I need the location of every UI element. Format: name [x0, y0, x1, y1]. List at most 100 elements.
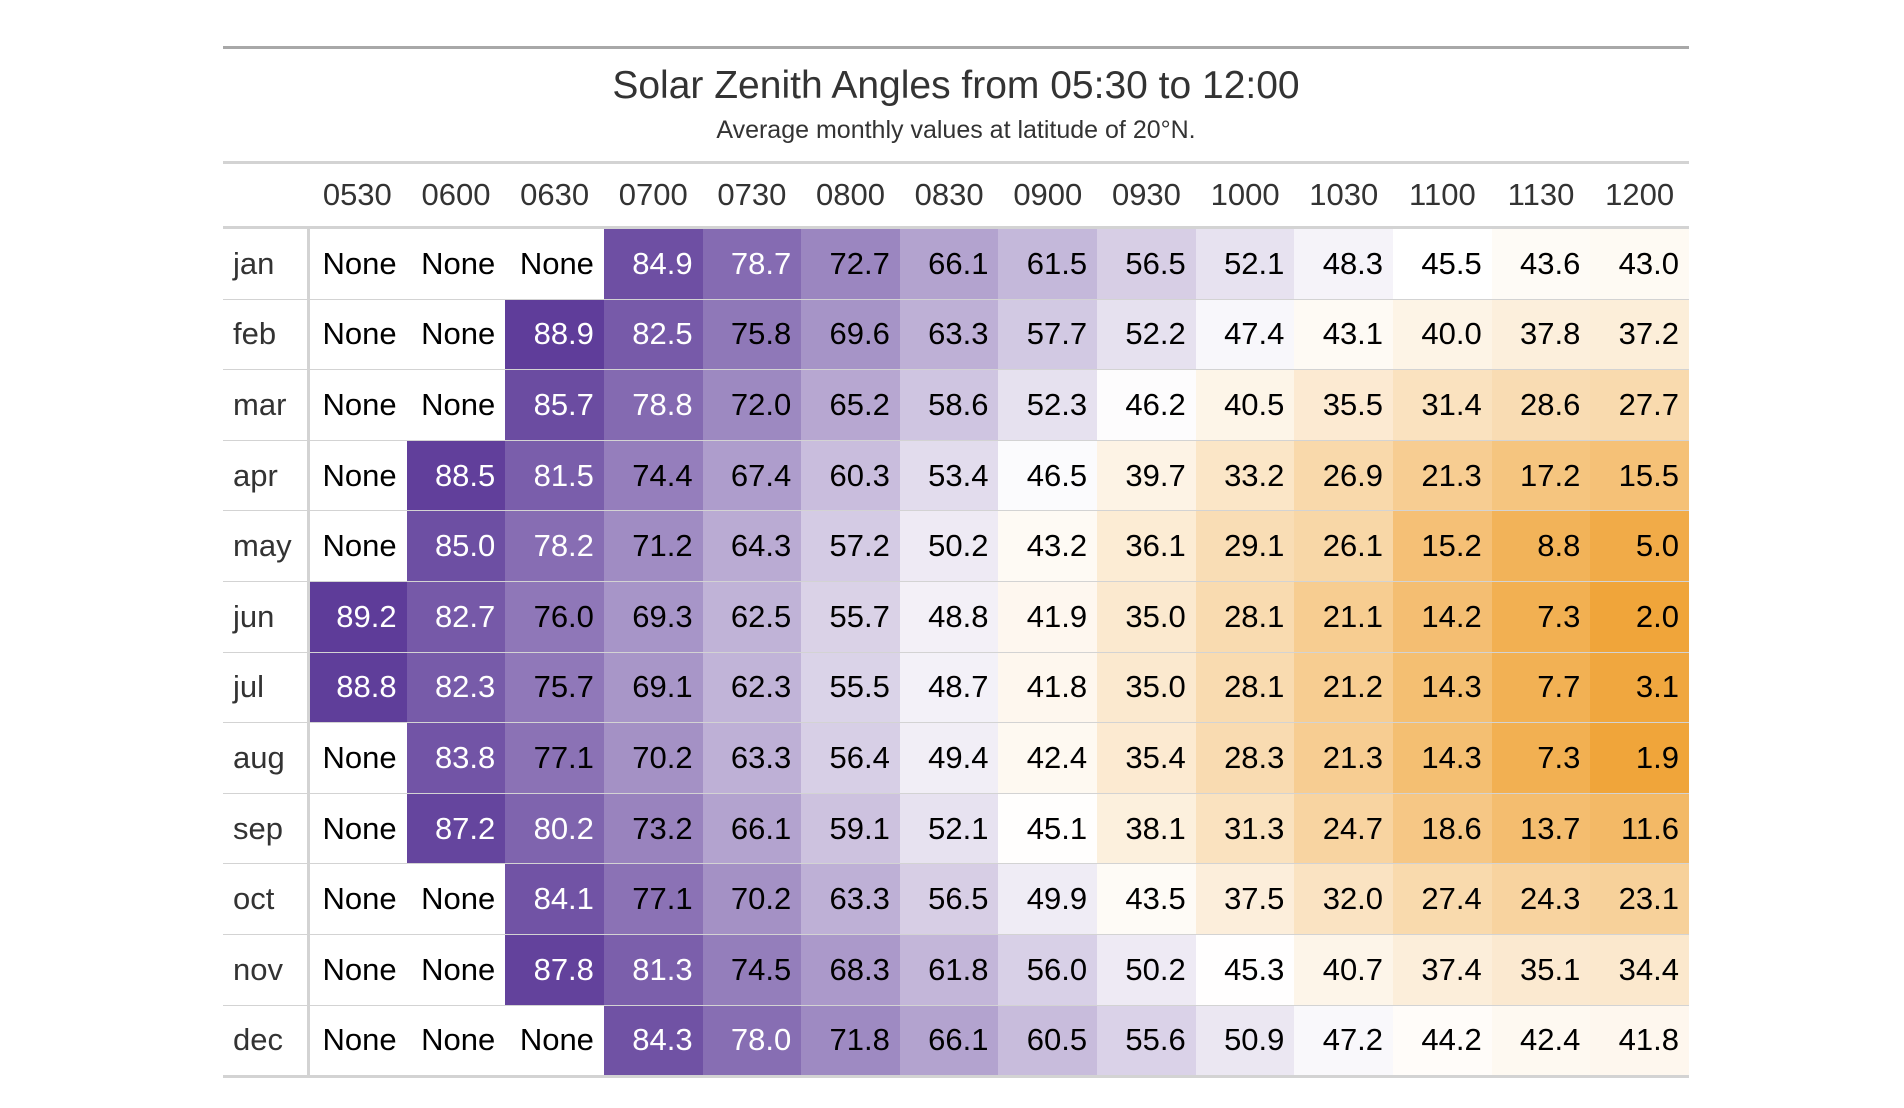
row-label-jan: jan: [223, 227, 310, 300]
heatmap-cell-jul-0800: 55.5: [801, 651, 900, 723]
heatmap-cell-apr-0530: None: [308, 439, 407, 511]
row-label-oct: oct: [223, 863, 310, 935]
heatmap-cell-oct-0700: 77.1: [603, 863, 703, 935]
heatmap-cell-apr-0600: 88.5: [406, 439, 506, 511]
heatmap-cell-nov-1030: 40.7: [1294, 933, 1394, 1006]
heatmap-cell-may-0930: 36.1: [1097, 510, 1196, 582]
heatmap-cell-aug-0530: None: [308, 722, 407, 794]
heatmap-cell-oct-0730: 70.2: [702, 863, 802, 935]
heatmap-cell-may-1030: 26.1: [1294, 510, 1394, 582]
heatmap-cell-aug-0830: 49.4: [899, 722, 999, 794]
column-header-0830: 0830: [899, 164, 999, 229]
heatmap-cell-apr-0900: 46.5: [998, 439, 1098, 511]
heatmap-cell-jun-0730: 62.5: [702, 580, 802, 653]
heatmap-cell-jun-0830: 48.8: [899, 580, 999, 653]
heatmap-cell-sep-0730: 66.1: [702, 792, 802, 864]
heatmap-cell-jan-0900: 61.5: [998, 227, 1098, 300]
heatmap-cell-mar-0530: None: [308, 369, 407, 441]
table-row-jul: jul 88.8 82.3 75.7 69.1 62.3 55.5 48.7 41.8 35.0 2…: [223, 651, 1689, 723]
row-label-nov: nov: [223, 933, 310, 1006]
heatmap-cell-dec-0600: None: [406, 1004, 506, 1076]
heatmap-cell-mar-0800: 65.2: [801, 369, 900, 441]
heatmap-cell-dec-0730: 78.0: [702, 1004, 802, 1076]
row-label-feb: feb: [223, 298, 310, 370]
column-header-row: 0530 0600 0630 0700 0730 0800 0830 0900 0930 1000…: [223, 164, 1689, 229]
heatmap-cell-apr-0930: 39.7: [1097, 439, 1196, 511]
heatmap-cell-jul-0730: 62.3: [702, 651, 802, 723]
heatmap-cell-jun-0700: 69.3: [603, 580, 703, 653]
heatmap-cell-jul-0530: 88.8: [308, 651, 407, 723]
heatmap-cell-jan-1200: 43.0: [1590, 227, 1689, 300]
heatmap-cell-mar-0600: None: [406, 369, 506, 441]
heatmap-cell-jan-0730: 78.7: [702, 227, 802, 300]
heatmap-cell-mar-0900: 52.3: [998, 369, 1098, 441]
heatmap-cell-oct-1100: 27.4: [1393, 863, 1492, 935]
heatmap-cell-oct-0900: 49.9: [998, 863, 1098, 935]
table-row-apr: apr None 88.5 81.5 74.4 67.4 60.3 53.4 46.5 39.7 3…: [223, 439, 1689, 511]
heatmap-cell-jul-0900: 41.8: [998, 651, 1098, 723]
top-rule: [223, 46, 1689, 49]
heatmap-cell-jun-0630: 76.0: [505, 580, 604, 653]
heatmap-cell-apr-1130: 17.2: [1491, 439, 1591, 511]
heatmap-cell-jan-0930: 56.5: [1097, 227, 1196, 300]
column-header-1200: 1200: [1590, 164, 1689, 229]
heatmap-cell-jan-1100: 45.5: [1393, 227, 1492, 300]
heatmap-cell-may-0800: 57.2: [801, 510, 900, 582]
heatmap-cell-oct-1030: 32.0: [1294, 863, 1394, 935]
heatmap-cell-aug-1100: 14.3: [1393, 722, 1492, 794]
heatmap-cell-mar-0730: 72.0: [702, 369, 802, 441]
heatmap-cell-feb-0900: 57.7: [998, 298, 1098, 370]
column-header-0700: 0700: [603, 164, 703, 229]
heatmap-cell-dec-0800: 71.8: [801, 1004, 900, 1076]
heatmap-cell-may-1200: 5.0: [1590, 510, 1689, 582]
column-header-0930: 0930: [1097, 164, 1196, 229]
table-title: Solar Zenith Angles from 05:30 to 12:00: [612, 64, 1300, 107]
heatmap-cell-nov-0900: 56.0: [998, 933, 1098, 1006]
heatmap-cell-jul-1000: 28.1: [1195, 651, 1295, 723]
heatmap-cell-oct-1000: 37.5: [1195, 863, 1295, 935]
heatmap-cell-mar-0630: 85.7: [505, 369, 604, 441]
table-row-aug: aug None 83.8 77.1 70.2 63.3 56.4 49.4 42.4 35.4 2…: [223, 722, 1689, 794]
heatmap-cell-may-0630: 78.2: [505, 510, 604, 582]
heatmap-cell-jun-0600: 82.7: [406, 580, 506, 653]
row-label-dec: dec: [223, 1004, 310, 1076]
heatmap-cell-nov-0800: 68.3: [801, 933, 900, 1006]
heatmap-cell-aug-0900: 42.4: [998, 722, 1098, 794]
heatmap-cell-sep-1130: 13.7: [1491, 792, 1591, 864]
heatmap-cell-may-0700: 71.2: [603, 510, 703, 582]
heatmap-cell-mar-0830: 58.6: [899, 369, 999, 441]
heatmap-cell-jul-0600: 82.3: [406, 651, 506, 723]
heatmap-cell-jun-1030: 21.1: [1294, 580, 1394, 653]
heatmap-cell-apr-0730: 67.4: [702, 439, 802, 511]
heatmap-cell-feb-1130: 37.8: [1491, 298, 1591, 370]
heatmap-cell-feb-0800: 69.6: [801, 298, 900, 370]
heatmap-cell-dec-1000: 50.9: [1195, 1004, 1295, 1076]
heatmap-cell-sep-1000: 31.3: [1195, 792, 1295, 864]
heatmap-cell-dec-1200: 41.8: [1590, 1004, 1689, 1076]
heatmap-cell-aug-0800: 56.4: [801, 722, 900, 794]
heatmap-cell-jan-0600: None: [406, 227, 506, 300]
heatmap-cell-may-1130: 8.8: [1491, 510, 1591, 582]
table-row-dec: dec None None None 84.3 78.0 71.8 66.1 60.5 55.6 5…: [223, 1004, 1689, 1076]
heatmap-cell-jun-0530: 89.2: [308, 580, 407, 653]
heatmap-cell-jun-1130: 7.3: [1491, 580, 1591, 653]
table-row-oct: oct None None 84.1 77.1 70.2 63.3 56.5 49.9 43.5 3…: [223, 863, 1689, 935]
row-label-mar: mar: [223, 369, 310, 441]
table-row-may: may None 85.0 78.2 71.2 64.3 57.2 50.2 43.2 36.1 2…: [223, 510, 1689, 582]
stub-header: [223, 164, 308, 229]
heatmap-cell-dec-0930: 55.6: [1097, 1004, 1196, 1076]
column-header-0600: 0600: [406, 164, 506, 229]
heatmap-cell-jan-0800: 72.7: [801, 227, 900, 300]
heatmap-cell-sep-0900: 45.1: [998, 792, 1098, 864]
row-label-jun: jun: [223, 580, 310, 653]
heatmap-cell-oct-0630: 84.1: [505, 863, 604, 935]
heatmap-cell-sep-0600: 87.2: [406, 792, 506, 864]
heatmap-cell-sep-0630: 80.2: [505, 792, 604, 864]
heatmap-cell-mar-1100: 31.4: [1393, 369, 1492, 441]
heatmap-cell-sep-1100: 18.6: [1393, 792, 1492, 864]
heatmap-cell-feb-0630: 88.9: [505, 298, 604, 370]
heatmap-cell-apr-1200: 15.5: [1590, 439, 1689, 511]
heatmap-cell-jan-1030: 48.3: [1294, 227, 1394, 300]
table-row-nov: nov None None 87.8 81.3 74.5 68.3 61.8 56.0 50.2 4…: [223, 933, 1689, 1006]
heatmap-cell-dec-0700: 84.3: [603, 1004, 703, 1076]
